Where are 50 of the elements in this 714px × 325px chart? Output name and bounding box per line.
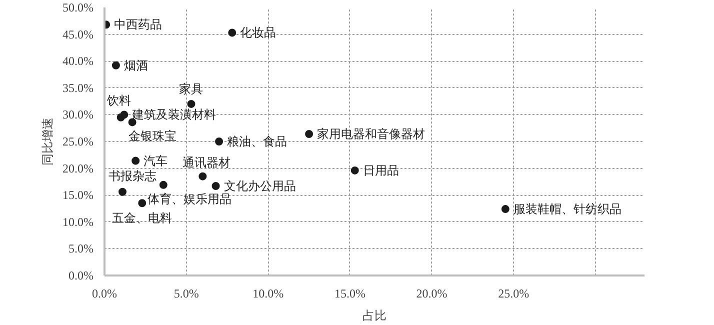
point <box>501 205 510 214</box>
annotation: 家用电器和音像器材 <box>317 126 426 141</box>
point <box>198 172 207 180</box>
annotation: 家具 <box>179 82 204 96</box>
y-tick-label: 30.0% <box>62 108 94 122</box>
point <box>305 130 314 138</box>
x-tick-label: 10.0% <box>252 286 284 300</box>
y-tick-label: 40.0% <box>62 54 94 68</box>
point <box>228 28 236 37</box>
annotation: 汽车 <box>144 154 168 168</box>
y-axis-title: 同比增速 <box>40 118 55 166</box>
point <box>138 199 146 208</box>
annotation: 书报杂志 <box>108 168 156 183</box>
annotation: 通讯器材 <box>182 155 231 170</box>
x-tick-label: 20.0% <box>416 286 448 300</box>
y-tick-label: 35.0% <box>62 80 94 95</box>
y-tick-label: 25.0% <box>62 134 94 148</box>
point <box>212 182 220 190</box>
x-axis-title: 占比 <box>362 308 386 322</box>
annotation: 文化办公用品 <box>224 178 296 193</box>
annotation: 日用品 <box>362 163 399 178</box>
annotation: 建筑及装潢材料 <box>131 108 216 122</box>
point <box>112 61 120 70</box>
point <box>132 156 140 165</box>
annotation: 中西药品 <box>114 18 162 32</box>
annotation: 金银珠宝 <box>128 129 176 144</box>
point <box>350 166 359 174</box>
annotation: 饮料 <box>106 93 131 108</box>
x-tick-label: 25.0% <box>498 286 530 300</box>
x-tick-label: 0.0% <box>92 286 117 300</box>
x-tick-label: 5.0% <box>174 286 199 300</box>
y-tick-label: 5.0% <box>68 242 94 256</box>
y-tick-label: 10.0% <box>62 214 94 229</box>
point <box>187 100 196 108</box>
point <box>215 138 224 146</box>
y-tick-label: 15.0% <box>62 188 94 202</box>
annotation: 服装鞋帽、针纺织品 <box>513 202 622 216</box>
y-tick-label: 45.0% <box>62 27 94 42</box>
x-tick-label: 15.0% <box>334 286 366 300</box>
y-tick-label: 0.0% <box>68 268 94 282</box>
point <box>120 110 128 119</box>
y-tick-label: 50.0% <box>62 0 94 14</box>
point <box>159 180 168 189</box>
annotation: 烟酒 <box>124 58 148 72</box>
annotation: 粮油、食品 <box>227 134 288 148</box>
annotation: 体育、娱乐用品 <box>147 192 232 206</box>
annotation: 五金、电料 <box>112 211 172 226</box>
point <box>118 188 126 196</box>
y-tick-label: 20.0% <box>62 161 94 176</box>
annotation: 化妆品 <box>240 26 276 40</box>
